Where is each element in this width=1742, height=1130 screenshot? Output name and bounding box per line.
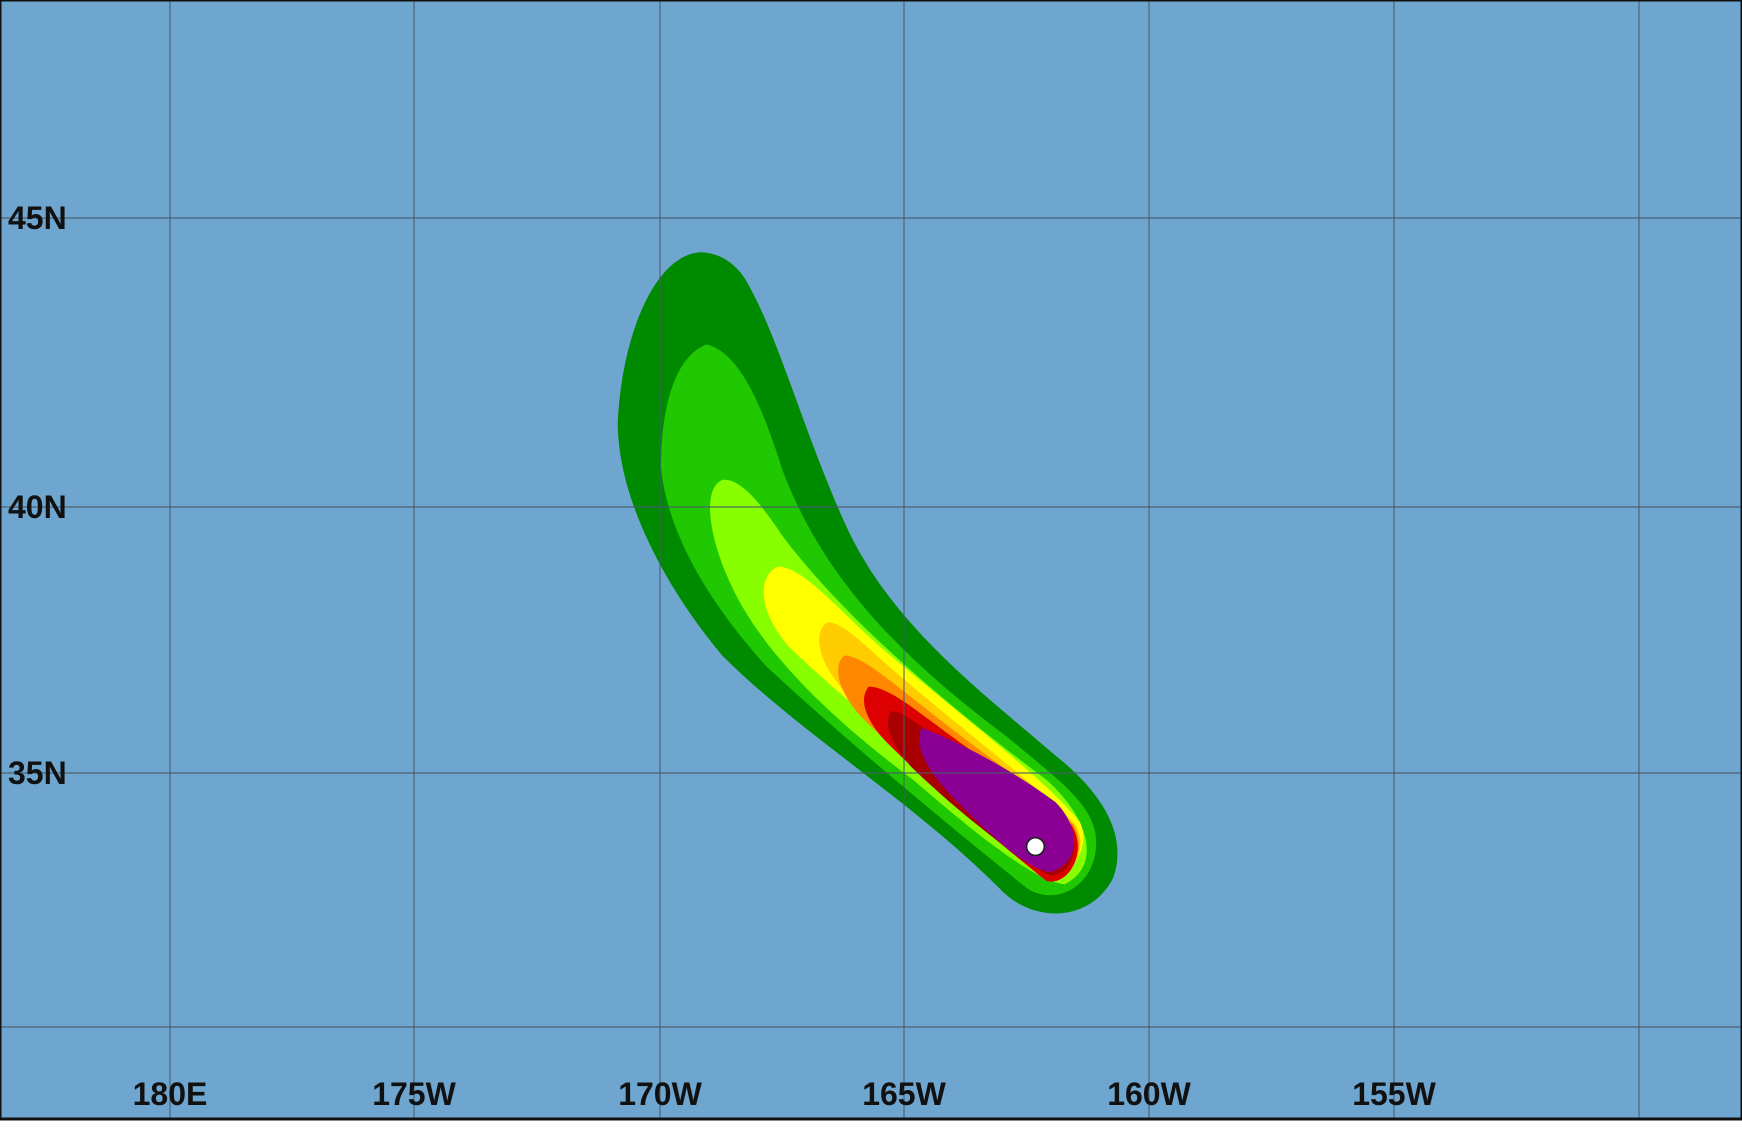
lat-label: 40N	[8, 489, 67, 525]
lon-label: 175W	[372, 1076, 456, 1112]
storm-center	[1025, 836, 1046, 857]
lon-label: 155W	[1352, 1076, 1436, 1112]
contour-90	[919, 727, 1075, 873]
lat-label: 35N	[8, 755, 67, 791]
lon-label: 165W	[862, 1076, 946, 1112]
probability-swath	[617, 252, 1118, 914]
lat-label: 45N	[8, 200, 67, 236]
lon-label: 160W	[1107, 1076, 1191, 1112]
lon-label: 180E	[133, 1076, 208, 1112]
lon-label: 170W	[618, 1076, 702, 1112]
